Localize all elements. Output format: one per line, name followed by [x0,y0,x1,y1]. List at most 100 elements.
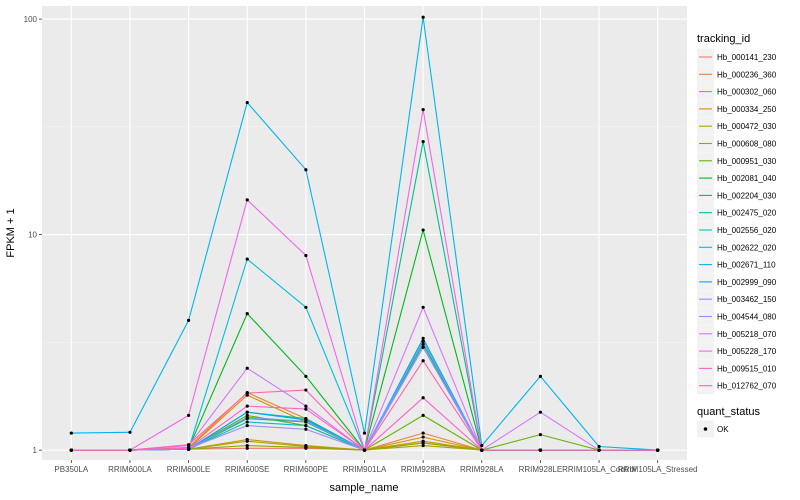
data-point [480,443,484,448]
legend-label: Hb_000236_360 [717,70,777,79]
data-point [245,366,249,370]
data-point [304,305,308,309]
data-point [304,388,308,392]
data-point [421,359,425,363]
data-point [304,374,308,378]
y-axis: 1 10 100 [24,15,42,455]
legend-label: Hb_005218_070 [717,330,777,339]
data-point [304,407,308,411]
legend-label: OK [717,425,729,434]
x-tick-label: RRIM105LA_Stressed [618,465,698,474]
legend-label: Hb_000608_080 [717,140,777,149]
data-point [656,448,660,452]
data-point [186,318,191,322]
data-point [245,312,249,316]
data-point [245,446,249,450]
legend-entries: Hb_000141_230 Hb_000236_360 Hb_000302_060 H… [697,48,777,395]
data-point [304,404,308,408]
series-points [69,15,660,452]
quant-status-legend-title: quant_status [697,406,760,418]
data-point [421,345,425,349]
x-tick-label: RRIM928BA [401,465,446,474]
data-point [421,435,425,439]
legend-title: tracking_id [697,33,750,45]
data-point [538,448,543,452]
data-point [421,441,425,445]
data-point [304,253,308,258]
data-point [245,100,249,105]
data-point [362,448,367,452]
data-point [421,431,425,435]
data-point [128,430,132,434]
data-point [245,443,249,448]
data-point [538,410,543,414]
data-point [597,448,601,452]
legend-label: Hb_003462_150 [717,295,777,304]
data-point [421,413,425,417]
legend-label: Hb_002556_020 [717,226,777,235]
x-tick-label: PB350LA [54,465,88,474]
x-tick-label: RRIM901LA [343,465,387,474]
data-point [421,443,425,448]
data-point [421,305,425,309]
data-point [245,415,249,419]
legend-label: Hb_000951_030 [717,157,777,166]
data-point [245,410,249,414]
legend-label: Hb_012762_070 [717,382,777,391]
legend: tracking_id Hb_000141_230Hb_000236_360Hb… [697,33,777,438]
data-point [245,420,249,424]
data-point [304,168,308,172]
data-point [186,443,191,447]
legend-label: Hb_000334_250 [717,105,777,114]
data-point [421,108,425,112]
data-point [538,433,543,437]
quant-status-legend-entries: OK [697,420,729,438]
data-point [421,396,425,400]
data-point [128,448,132,452]
data-point [421,342,425,346]
x-tick-label: RRIM105LA_Control [562,465,636,474]
data-point [304,423,308,428]
y-tick-label: 100 [24,15,38,24]
data-point [304,419,308,423]
data-point [245,198,249,202]
data-point [245,404,249,408]
data-point [421,15,425,19]
legend-label: Hb_002081_040 [717,174,777,183]
x-axis: PB350LA RRIM600LA RRIM600LE RRIM600SE RRIM60… [54,460,697,474]
legend-label: Hb_002204_030 [717,191,777,200]
data-point [421,140,425,144]
legend-label: Hb_000141_230 [717,53,777,62]
x-tick-label: RRIM600PE [284,465,328,474]
data-point [421,228,425,232]
legend-label: Hb_000472_030 [717,122,777,131]
x-tick-label: RRIM600LA [108,465,152,474]
data-point [245,391,249,395]
data-point [186,413,191,417]
legend-label: Hb_004544_080 [717,313,777,322]
legend-label: Hb_002999_090 [717,278,777,287]
data-point [245,439,249,443]
data-point [245,423,249,428]
x-tick-label: RRIM600SE [225,465,269,474]
legend-label: Hb_002671_110 [717,261,776,270]
data-point [69,431,73,435]
legend-label: Hb_009515_010 [717,364,777,373]
data-point [304,445,308,449]
x-tick-label: RRIM928LE [519,465,563,474]
data-point [245,257,249,261]
y-axis-title: FPKM + 1 [5,208,17,257]
legend-label: Hb_002475_020 [717,209,777,218]
data-point [304,427,308,431]
data-point [69,448,73,452]
legend-label: Hb_000302_060 [717,88,777,97]
legend-point [703,427,708,431]
legend-label: Hb_002622_020 [717,243,777,252]
data-point [186,446,191,450]
data-point [421,336,425,340]
y-tick-label: 1 [33,446,38,455]
data-point [421,339,425,343]
data-point [597,444,601,449]
data-point [480,448,484,452]
